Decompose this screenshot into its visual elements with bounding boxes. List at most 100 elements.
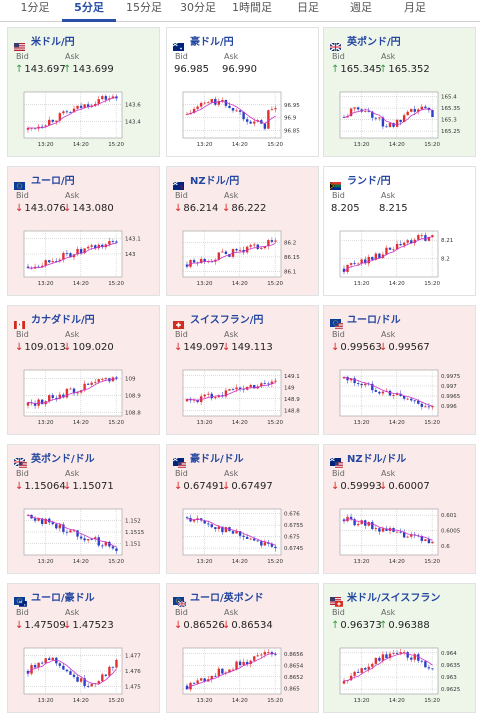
candlestick-chart[interactable]: 0.676 0.6755 0.675 0.6745 13:20 14:20 15:20 — [179, 505, 309, 569]
candlestick-chart[interactable]: 143.6 143.4 13:20 14:20 15:20 — [20, 88, 150, 152]
pair-header: スイスフラン/円 — [173, 311, 264, 329]
pair-name[interactable]: 豪ドル/円 — [190, 36, 234, 48]
y-tick-label: 143.6 — [125, 103, 141, 109]
bid-value: 0.96373 — [340, 620, 382, 631]
candle-body — [253, 538, 256, 541]
pair-name[interactable]: ユーロ/ドル — [347, 314, 401, 326]
ask-label: Ask — [224, 52, 239, 61]
candlestick-chart[interactable]: 0.9975 0.997 0.9965 0.996 13:20 14:20 15:20 — [336, 366, 466, 430]
currency-card[interactable]: 英ポンド/ドル Bid Ask ↓1.15064 ↓1.15071 1.152 1.1515… — [7, 444, 160, 574]
nz-us-flag-icon — [329, 453, 343, 468]
candle-body — [364, 110, 367, 112]
pair-name[interactable]: 英ポンド/ドル — [31, 453, 95, 465]
currency-card[interactable]: 米ドル/スイスフラン Bid Ask ↑0.96373 ↑0.96388 0.964 0.9… — [323, 583, 476, 713]
candle-body — [90, 245, 93, 247]
candle-body — [221, 251, 224, 253]
currency-card[interactable]: 豪ドル/ドル Bid Ask ↓0.67491 ↓0.67497 0.676 0.6755 0… — [166, 444, 319, 574]
pair-name[interactable]: ユーロ/円 — [31, 175, 75, 187]
y-tick-label: 86.15 — [284, 255, 300, 261]
pair-name[interactable]: カナダドル/円 — [31, 314, 95, 326]
currency-card[interactable]: ユーロ/ドル Bid Ask ↓0.99563 ↓0.99567 0.9975 0.997 0… — [323, 305, 476, 435]
arrow-down-icon: ↓ — [15, 203, 24, 214]
currency-card[interactable]: カナダドル/円 Bid Ask ↓109.013 ↓109.020 109 108.9 108… — [7, 305, 160, 435]
pair-name[interactable]: ユーロ/英ポンド — [190, 592, 264, 604]
candlestick-chart[interactable]: 1.152 1.1515 1.151 13:20 14:20 15:20 — [20, 505, 150, 569]
eu-au-flag-icon — [14, 592, 27, 607]
candle-body — [342, 680, 346, 684]
candlestick-chart[interactable]: 165.4 165.35 165.3 165.25 13:20 14:20 15:20 — [336, 88, 466, 152]
ask-value: 0.96388 — [388, 620, 430, 631]
tab-1[interactable]: 5分足 — [62, 0, 116, 22]
chart-svg: 96.95 96.9 96.85 13:20 14:20 15:20 — [182, 91, 300, 148]
candle-body — [101, 545, 104, 547]
candle-body — [196, 680, 199, 684]
candlestick-chart[interactable]: 143.1 143 13:20 14:20 15:20 — [20, 227, 150, 291]
pair-name[interactable]: 英ポンド/円 — [347, 36, 401, 48]
uk-us-flag-icon — [13, 453, 27, 468]
tab-5[interactable]: 日足 — [297, 1, 319, 14]
bid-price: ↓1.15064 — [15, 481, 66, 492]
candle-body — [356, 671, 360, 673]
candle-body — [367, 110, 370, 112]
pair-name[interactable]: NZドル/円 — [190, 175, 240, 187]
candle-body — [399, 652, 402, 654]
currency-card[interactable]: ユーロ/英ポンド Bid Ask ↓0.86526 ↓0.86534 0.8656 0.86… — [166, 583, 319, 713]
candle-body — [406, 240, 409, 243]
pair-name[interactable]: NZドル/ドル — [347, 453, 407, 465]
pair-header: NZドル/円 — [172, 172, 240, 190]
pair-name[interactable]: 米ドル/円 — [31, 36, 75, 48]
candlestick-chart[interactable]: 86.2 86.15 86.1 13:20 14:20 15:20 — [179, 227, 309, 291]
candle-body — [185, 264, 189, 267]
candlestick-chart[interactable]: 0.8656 0.8654 0.8652 0.865 13:20 14:20 15:20 — [179, 644, 309, 708]
candlestick-chart[interactable]: 149.1 149 148.9 148.8 13:20 14:20 15:20 — [179, 366, 309, 430]
candle-body — [203, 678, 206, 682]
candle-body — [378, 117, 381, 119]
bid-value: 143.076 — [24, 203, 66, 214]
bid-value: 8.205 — [331, 203, 360, 214]
ask-value: 1.15071 — [72, 481, 114, 492]
tab-7[interactable]: 月足 — [404, 1, 426, 14]
bid-price: ↓0.67491 — [174, 481, 225, 492]
currency-card[interactable]: 豪ドル/円 Bid Ask 96.985 96.990 96.95 96.9 96.85 13:… — [166, 27, 319, 157]
bid-price: ↓1.47509 — [15, 620, 66, 631]
ask-value: 0.99567 — [388, 342, 430, 353]
bid-price: ↓0.99563 — [331, 342, 382, 353]
candlestick-chart[interactable]: 0.601 0.6005 0.6 13:20 14:20 15:20 — [336, 505, 466, 569]
x-tick-label: 15:20 — [424, 142, 440, 148]
x-tick-label: 14:20 — [232, 559, 248, 565]
arrow-down-icon: ↓ — [222, 342, 231, 353]
ask-label: Ask — [224, 469, 239, 478]
candlestick-chart[interactable]: 96.95 96.9 96.85 13:20 14:20 15:20 — [179, 88, 309, 152]
currency-card[interactable]: 米ドル/円 Bid Ask ↑143.697 ↑143.699 143.6 143.4 13:… — [7, 27, 160, 157]
candle-body — [256, 540, 259, 542]
currency-card[interactable]: スイスフラン/円 Bid Ask ↓149.097 ↓149.113 149.1 149 14… — [166, 305, 319, 435]
candlestick-chart[interactable]: 0.964 0.9635 0.963 0.9625 13:20 14:20 15:20 — [336, 644, 466, 708]
pair-name[interactable]: ユーロ/豪ドル — [31, 592, 95, 604]
currency-card[interactable]: NZドル/ドル Bid Ask ↓0.59993 ↓0.60007 0.601 0.6005… — [323, 444, 476, 574]
tab-0[interactable]: 1分足 — [20, 1, 50, 14]
candle-body — [238, 531, 242, 536]
candle-body — [79, 678, 83, 682]
pair-name[interactable]: 豪ドル/ドル — [190, 453, 244, 465]
x-tick-label: 13:20 — [354, 698, 370, 704]
currency-card[interactable]: 英ポンド/円 Bid Ask ↑165.345 ↑165.352 165.4 165.35 1… — [323, 27, 476, 157]
bid-label: Bid — [175, 469, 188, 478]
candlestick-chart[interactable]: 1.477 1.476 1.475 13:20 14:20 15:20 — [20, 644, 150, 708]
pair-name[interactable]: 米ドル/スイスフラン — [347, 592, 441, 604]
candlestick-chart[interactable]: 109 108.9 108.8 13:20 14:20 15:20 — [20, 366, 150, 430]
candle-body — [115, 96, 118, 99]
bid-value: 0.59993 — [340, 481, 382, 492]
pair-name[interactable]: ランド/円 — [347, 175, 391, 187]
currency-card[interactable]: ユーロ/豪ドル Bid Ask ↓1.47509 ↓1.47523 1.477 1.476 1… — [7, 583, 160, 713]
pair-name[interactable]: スイスフラン/円 — [190, 314, 264, 326]
tab-6[interactable]: 週足 — [350, 1, 372, 14]
tab-4[interactable]: 1時間足 — [232, 1, 272, 14]
currency-card[interactable]: ユーロ/円 Bid Ask ↓143.076 ↓143.080 143.1 143 13:20… — [7, 166, 160, 296]
candle-body — [111, 666, 115, 668]
tab-2[interactable]: 15分足 — [126, 1, 162, 14]
candlestick-chart[interactable]: 8.21 8.2 13:20 14:20 15:20 — [336, 227, 466, 291]
currency-card[interactable]: ランド/円 Bid Ask 8.205 8.215 8.21 8.2 13:20 14:20 15… — [323, 166, 476, 296]
currency-card[interactable]: NZドル/円 Bid Ask ↓86.214 ↓86.222 86.2 86.15 86.1 1… — [166, 166, 319, 296]
candle-body — [360, 668, 363, 673]
tab-3[interactable]: 30分足 — [180, 1, 216, 14]
